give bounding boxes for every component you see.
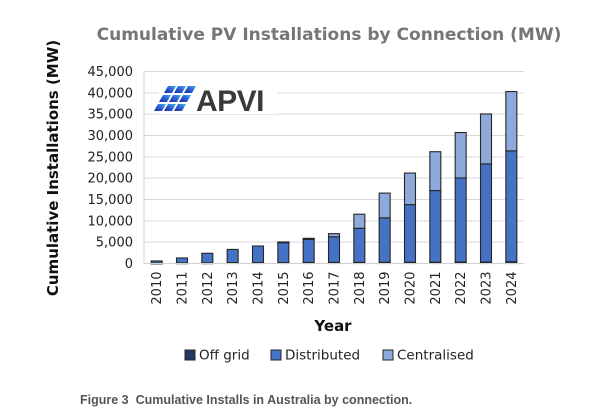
bar-group-2020 <box>403 172 417 265</box>
bar-group-2018 <box>353 213 366 265</box>
x-tick-label: 2021 <box>429 272 444 305</box>
x-tick-label: 2012 <box>201 272 216 305</box>
bar-distributed-2015 <box>277 242 290 264</box>
bar-distributed-2019 <box>378 217 391 263</box>
bar-group-2021 <box>429 151 442 265</box>
legend-label: Centralised <box>397 348 474 364</box>
chart-title: Cumulative PV Installations by Connectio… <box>97 25 562 45</box>
legend-swatch <box>184 349 196 361</box>
bar-distributed-2011 <box>175 257 189 264</box>
legend-item-off-grid: Off grid <box>184 348 250 364</box>
gridlines <box>144 71 524 243</box>
x-axis-title: Year <box>313 317 352 335</box>
y-tick-label: 40,000 <box>88 86 134 101</box>
bar-group-2015 <box>277 241 290 265</box>
bar-distributed-2012 <box>201 252 214 264</box>
bar-centralised-2021 <box>429 151 442 192</box>
bar-group-2024 <box>505 91 518 265</box>
apvi-logo: APVI <box>154 82 277 118</box>
y-tick-label: 0 <box>125 257 133 272</box>
y-tick-label: 20,000 <box>88 172 134 187</box>
bar-distributed-2013 <box>226 248 239 264</box>
x-tick-label: 2018 <box>353 272 368 305</box>
figure-caption: Figure 3 Cumulative Installs in Australi… <box>80 393 413 407</box>
x-tick-label: 2015 <box>277 272 292 305</box>
y-tick-label: 25,000 <box>88 150 134 165</box>
bar-distributed-2020 <box>403 204 417 263</box>
bar-centralised-2018 <box>353 213 366 229</box>
legend-item-distributed: Distributed <box>270 348 360 364</box>
y-axis-ticks: 0 5,000 10,000 15,000 20,000 25,000 30,000 35,0… <box>88 65 134 272</box>
x-tick-label: 2020 <box>404 272 419 305</box>
bar-group-2016 <box>302 237 315 265</box>
bars <box>150 91 518 265</box>
x-axis-ticks: 2010 2011 2012 2013 2014 2015 2016 2017 2018 2019… <box>150 272 520 305</box>
bar-distributed-2017 <box>327 236 341 263</box>
bar-centralised-2019 <box>378 192 391 219</box>
legend-label: Off grid <box>199 348 250 364</box>
bar-distributed-2023 <box>479 163 493 263</box>
x-tick-label: 2014 <box>252 272 267 305</box>
y-tick-label: 5,000 <box>96 236 133 251</box>
y-tick-label: 45,000 <box>88 65 134 80</box>
bar-group-2014 <box>251 245 265 265</box>
bar-group-2011 <box>175 257 189 265</box>
x-tick-label: 2011 <box>176 272 191 305</box>
legend: Off grid Distributed Centralised <box>184 348 474 364</box>
bar-group-2013 <box>226 248 239 265</box>
bar-group-2019 <box>378 192 391 265</box>
bar-centralised-2024 <box>505 91 518 152</box>
y-tick-label: 30,000 <box>88 129 134 144</box>
legend-swatch <box>270 349 282 361</box>
y-tick-label: 15,000 <box>88 193 134 208</box>
bar-group-2017 <box>327 233 341 265</box>
bar-distributed-2024 <box>505 150 518 263</box>
bar-centralised-2015 <box>277 241 290 244</box>
bar-distributed-2014 <box>251 245 265 264</box>
bar-centralised-2016 <box>302 237 315 240</box>
bar-centralised-2020 <box>403 172 417 206</box>
solar-panel-icon <box>154 86 196 111</box>
legend-item-centralised: Centralised <box>382 348 474 364</box>
bar-centralised-2023 <box>479 113 493 165</box>
x-tick-label: 2013 <box>226 272 241 305</box>
x-tick-label: 2024 <box>505 272 520 305</box>
x-tick-label: 2023 <box>480 272 495 305</box>
x-tick-label: 2019 <box>378 272 393 305</box>
legend-label: Distributed <box>285 348 360 364</box>
x-tick-label: 2022 <box>454 272 469 305</box>
x-tick-label: 2017 <box>328 272 343 305</box>
y-tick-label: 35,000 <box>88 108 134 123</box>
x-tick-label: 2016 <box>302 272 317 305</box>
logo-text: APVI <box>196 85 264 118</box>
bar-distributed-2018 <box>353 227 366 263</box>
y-axis-title: Cumulative Installations (MW) <box>44 40 62 296</box>
bar-centralised-2022 <box>454 131 467 179</box>
x-tick-label: 2010 <box>150 272 165 305</box>
bar-distributed-2022 <box>454 177 467 263</box>
bar-distributed-2016 <box>302 238 315 263</box>
bar-centralised-2017 <box>327 233 341 238</box>
bar-distributed-2021 <box>429 189 442 263</box>
bar-group-2022 <box>454 131 467 265</box>
bar-group-2023 <box>479 113 493 265</box>
y-tick-label: 10,000 <box>88 214 134 229</box>
bar-group-2012 <box>201 252 214 265</box>
bar-distributed-2010 <box>150 260 163 264</box>
legend-swatch <box>382 349 394 361</box>
